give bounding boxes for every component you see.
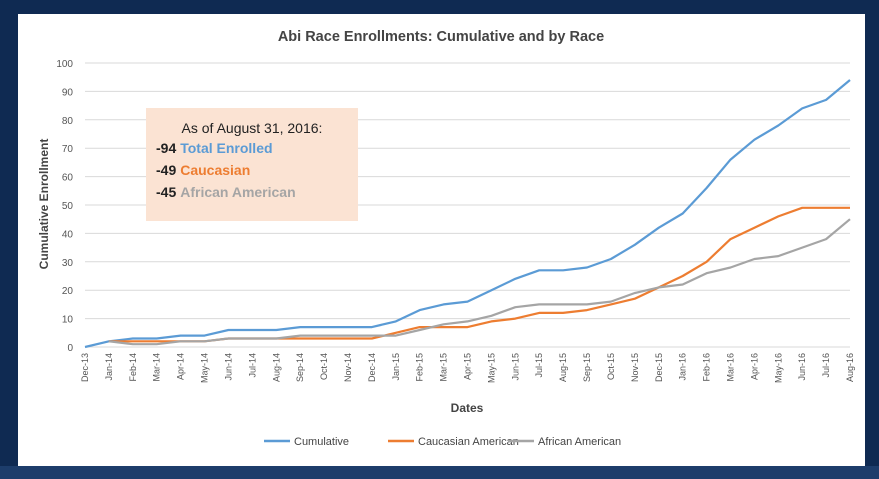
bottom-strip [0,466,879,479]
series-line-cumulative [84,79,851,349]
y-tick-label: 60 [62,173,74,184]
y-tick-label: 50 [62,201,74,212]
x-tick-label: Aug-16 [845,353,855,382]
x-tick-label: Jun-14 [223,353,233,381]
y-tick-label: 10 [62,315,74,326]
y-tick-label: 70 [62,144,74,155]
legend-label: Cumulative [294,436,349,448]
x-tick-label: Jun-15 [510,353,520,381]
series-line-african-american [108,218,851,346]
annotation-caucasian-label: Caucasian [180,162,250,178]
x-tick-label: Jan-15 [391,353,401,381]
x-tick-label: Aug-14 [271,353,281,382]
x-tick-label: Jul-14 [247,353,257,378]
x-tick-label: Oct-15 [606,353,616,380]
chart-area: Abi Race Enrollments: Cumulative and by … [18,14,865,466]
x-tick-label: Nov-15 [630,353,640,382]
series-lines [84,79,851,349]
y-axis-label: Cumulative Enrollment [37,139,51,270]
y-tick-label: 100 [56,59,73,70]
x-tick-label: Mar-16 [725,353,735,382]
x-tick-label: Mar-14 [152,353,162,382]
x-tick-label: Apr-16 [749,353,759,380]
x-tick-label: Jan-14 [104,353,114,381]
x-tick-label: Dec-14 [367,353,377,382]
x-tick-label: Jan-16 [678,353,688,381]
y-tick-label: 40 [62,229,74,240]
legend-label: African American [538,436,621,448]
x-tick-label: May-16 [773,353,783,383]
chart-title: Abi Race Enrollments: Cumulative and by … [278,29,604,45]
y-tick-label: 20 [62,286,74,297]
annotation-box: As of August 31, 2016: -94 Total Enrolled… [146,108,358,221]
annotation-caucasian-number: -49 [156,162,176,178]
x-tick-label: May-14 [200,353,210,383]
x-tick-label: Sep-15 [582,353,592,382]
x-tick-label: Aug-15 [558,353,568,382]
x-tick-label: Mar-15 [439,353,449,382]
annotation-total-number: -94 [156,140,176,156]
x-axis-label: Dates [451,401,484,415]
y-tick-label: 0 [67,343,73,354]
line-chart: Abi Race Enrollments: Cumulative and by … [37,29,855,448]
annotation-line-total: -94 Total Enrolled [156,140,273,156]
x-tick-label: Apr-14 [176,353,186,380]
x-tick-label: Oct-14 [319,353,329,380]
legend-label: Caucasian American [418,436,519,448]
y-tick-label: 80 [62,116,74,127]
annotation-african-number: -45 [156,184,176,200]
x-tick-label: Jun-16 [797,353,807,381]
annotation-heading: As of August 31, 2016: [182,120,323,136]
x-tick-label: Dec-13 [80,353,90,382]
x-tick-label: Feb-15 [415,353,425,382]
x-tick-label: Sep-14 [295,353,305,382]
x-tick-label: Feb-16 [702,353,712,382]
y-tick-label: 90 [62,87,74,98]
x-axis-ticks: Dec-13 Jan-14 Feb-14 Mar-14 Apr-14 May-14 Jun-… [80,353,855,383]
annotation-background [146,108,358,221]
x-tick-label: Nov-14 [343,353,353,382]
y-axis-ticks: 0 10 20 30 40 50 60 70 80 90 100 [56,59,73,354]
annotation-total-label: Total Enrolled [180,140,272,156]
annotation-african-label: African American [180,184,295,200]
series-line-caucasian-american [108,206,850,343]
x-tick-label: May-15 [486,353,496,383]
x-tick-label: Feb-14 [128,353,138,382]
y-tick-label: 30 [62,258,74,269]
x-tick-label: Dec-15 [654,353,664,382]
annotation-line-caucasian: -49 Caucasian [156,162,250,178]
x-tick-label: Apr-15 [463,353,473,380]
legend: Cumulative Caucasian American African Amer… [264,436,621,448]
annotation-line-african-american: -45 African American [156,184,296,200]
x-tick-label: Jul-15 [534,353,544,378]
x-tick-label: Jul-16 [821,353,831,378]
